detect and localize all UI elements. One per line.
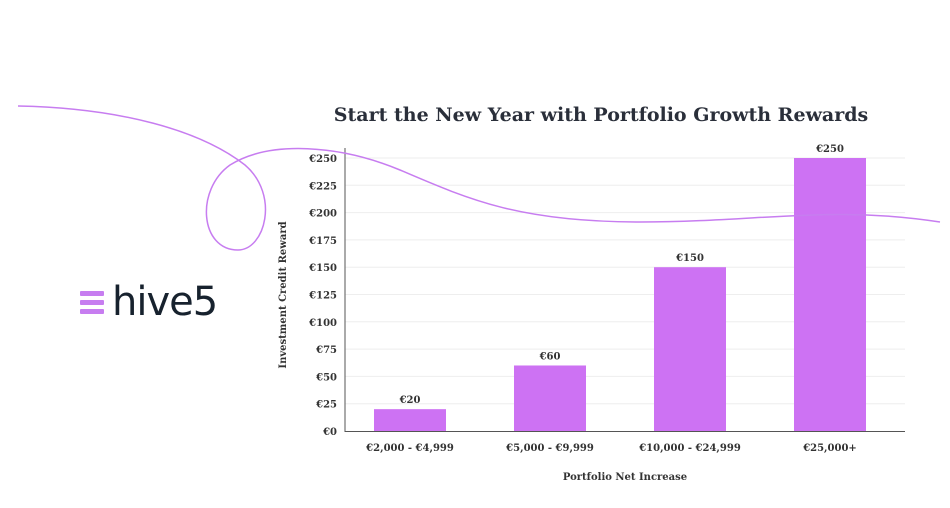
- y-axis-label: Investment Credit Reward: [278, 221, 289, 368]
- data-label: €250: [815, 144, 844, 155]
- y-tick-label: €0: [322, 427, 337, 438]
- bar: [654, 267, 726, 431]
- x-tick-label: €5,000 - €9,999: [505, 443, 594, 454]
- hive5-logo: hive5: [80, 279, 218, 325]
- x-tick-label: €25,000+: [802, 443, 857, 454]
- x-axis-label: Portfolio Net Increase: [563, 472, 687, 483]
- data-label: €20: [399, 395, 421, 406]
- y-tick-label: €125: [308, 291, 337, 302]
- x-tick-label: €2,000 - €4,999: [365, 443, 454, 454]
- y-tick-label: €225: [308, 181, 337, 192]
- x-tick-label: €10,000 - €24,999: [638, 443, 741, 454]
- y-tick-label: €25: [315, 400, 337, 411]
- y-tick-label: €50: [315, 372, 337, 383]
- decorative-curve: [17, 105, 941, 251]
- y-tick-label: €75: [315, 345, 337, 356]
- bar: [794, 158, 866, 431]
- logo-bars-icon: [80, 290, 104, 314]
- y-tick-label: €175: [308, 236, 337, 247]
- logo-text: hive5: [112, 279, 218, 325]
- chart-title: Start the New Year with Portfolio Growth…: [334, 104, 868, 126]
- bar: [374, 409, 446, 431]
- data-label: €150: [675, 253, 704, 264]
- data-label: €60: [539, 351, 561, 362]
- y-tick-label: €150: [308, 263, 337, 274]
- y-tick-label: €200: [308, 209, 337, 220]
- bar: [514, 365, 586, 431]
- y-tick-label: €100: [308, 318, 337, 329]
- y-tick-label: €250: [308, 154, 337, 165]
